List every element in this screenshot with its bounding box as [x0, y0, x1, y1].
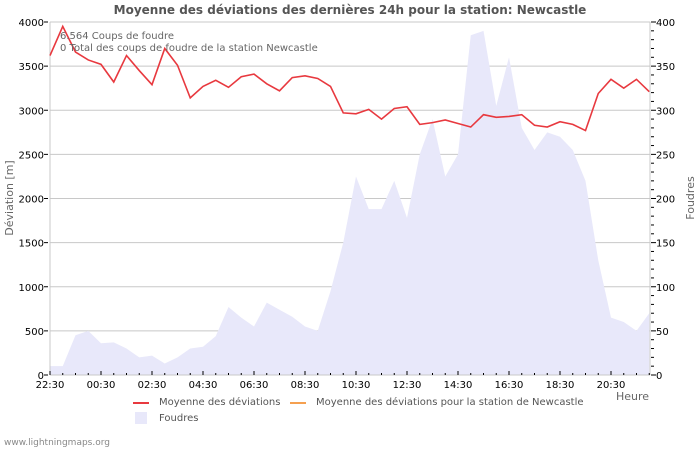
svg-text:22:30: 22:30: [36, 380, 65, 391]
y2-axis-title: Foudres: [684, 176, 697, 220]
svg-text:12:30: 12:30: [393, 380, 422, 391]
svg-text:20:30: 20:30: [597, 380, 626, 391]
svg-text:1500: 1500: [19, 239, 44, 250]
svg-text:08:30: 08:30: [291, 380, 320, 391]
svg-text:500: 500: [25, 327, 44, 338]
svg-text:350: 350: [656, 62, 675, 73]
svg-text:4000: 4000: [19, 18, 44, 29]
foudres-area: [50, 30, 650, 375]
svg-text:06:30: 06:30: [240, 380, 269, 391]
svg-text:3000: 3000: [19, 106, 44, 117]
red-line-swatch-icon: [133, 401, 149, 404]
x-axis-title: Heure: [616, 390, 650, 403]
svg-text:0: 0: [656, 371, 662, 382]
legend-label: Foudres: [159, 412, 199, 424]
legend-item-station-deviation: Moyenne des déviations pour la station d…: [290, 397, 584, 408]
svg-text:02:30: 02:30: [138, 380, 167, 391]
svg-text:00:30: 00:30: [87, 380, 116, 391]
area-swatch-icon: [135, 412, 147, 424]
svg-text:150: 150: [656, 239, 675, 250]
svg-text:04:30: 04:30: [189, 380, 218, 391]
svg-text:2000: 2000: [19, 195, 44, 206]
legend-item-foudres: Foudres: [133, 412, 198, 424]
chart-title: Moyenne des déviations des dernières 24h…: [113, 3, 587, 17]
svg-text:100: 100: [656, 283, 675, 294]
orange-line-swatch-icon: [290, 401, 306, 404]
legend-item-deviation: Moyenne des déviations: [133, 397, 280, 408]
svg-text:3500: 3500: [19, 62, 44, 73]
svg-text:1000: 1000: [19, 283, 44, 294]
svg-text:2500: 2500: [19, 150, 44, 161]
svg-text:18:30: 18:30: [546, 380, 575, 391]
svg-text:200: 200: [656, 195, 675, 206]
y-axis-title: Déviation [m]: [3, 160, 16, 235]
legend-label: Moyenne des déviations: [159, 397, 281, 408]
legend-label: Moyenne des déviations pour la station d…: [316, 397, 584, 408]
footer-credit[interactable]: www.lightningmaps.org: [4, 438, 110, 448]
svg-text:16:30: 16:30: [495, 380, 524, 391]
svg-text:10:30: 10:30: [342, 380, 371, 391]
annotation-strikes: 6.564 Coups de foudre: [60, 31, 174, 42]
svg-text:400: 400: [656, 18, 675, 29]
deviation-line: [49, 24, 650, 132]
svg-text:250: 250: [656, 150, 675, 161]
annotation-station-total: 0 Total des coups de foudre de la statio…: [60, 43, 318, 54]
svg-text:14:30: 14:30: [444, 380, 473, 391]
svg-text:0: 0: [38, 371, 44, 382]
axes: 0 500 1000 1500 2000 2500 3000 3500 4000 0 50 100 15…: [19, 18, 676, 391]
svg-text:300: 300: [656, 106, 675, 117]
svg-text:50: 50: [656, 327, 669, 338]
